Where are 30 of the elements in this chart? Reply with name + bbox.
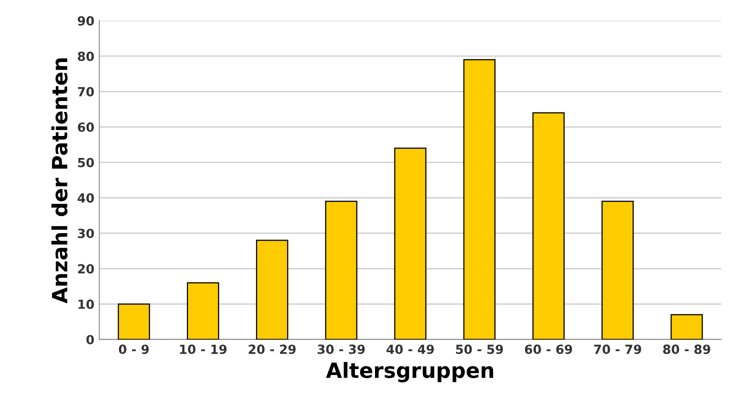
bar (118, 304, 150, 340)
x-tick-label: 80 - 89 (663, 344, 710, 354)
y-tick-label: 20 (78, 264, 94, 274)
bar (532, 112, 565, 340)
x-axis-title: Altersgruppen (326, 362, 494, 382)
y-tick-label: 90 (78, 16, 94, 26)
x-tick-label: 70 - 79 (594, 344, 642, 354)
x-tick-label: 20 - 29 (248, 344, 296, 354)
y-tick-label: 10 (78, 300, 94, 309)
y-axis-title: Anzahl der Patienten (51, 58, 68, 304)
bar (325, 200, 358, 340)
bar (256, 240, 288, 340)
x-tick-label: 60 - 69 (524, 344, 572, 354)
y-tick-label: 70 (78, 87, 94, 96)
bar (602, 200, 634, 340)
x-tick-label: 0 - 9 (118, 344, 149, 354)
y-tick-label: 50 (78, 158, 94, 168)
y-tick-label: 40 (78, 193, 94, 203)
bar (670, 314, 703, 340)
bar (186, 282, 220, 340)
x-tick-label: 10 - 19 (180, 344, 227, 354)
y-tick-label: 0 (86, 334, 94, 344)
x-tick-label: 40 - 49 (386, 344, 434, 354)
y-tick-label: 80 (78, 52, 94, 62)
x-tick-label: 50 - 59 (456, 344, 503, 354)
x-tick-label: 30 - 39 (318, 344, 365, 354)
bar (394, 148, 426, 340)
y-tick-label: 60 (78, 122, 94, 132)
bar (463, 59, 496, 340)
y-tick-label: 30 (78, 228, 94, 238)
